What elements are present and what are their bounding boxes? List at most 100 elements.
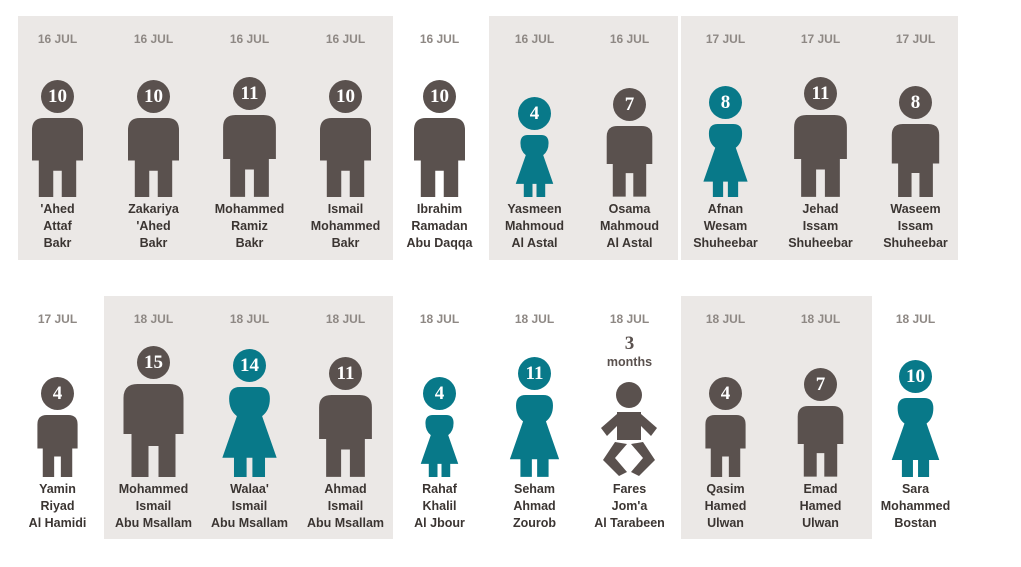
- age-badge: 4: [709, 376, 742, 410]
- name-line: Ahmad: [513, 499, 556, 513]
- name-line: Afnan: [707, 202, 744, 216]
- victim-name: Emad Hamed Ulwan: [773, 481, 868, 532]
- boy-figure-icon: [298, 117, 393, 202]
- date-label: 17 JUL: [800, 32, 841, 46]
- victim-card: 18 JUL 15 Mohammed Ismail Abu Msallam: [106, 302, 201, 542]
- name-line: Jom'a: [611, 499, 648, 513]
- name-line: Ulwan: [707, 516, 744, 530]
- victim-card: 16 JUL 4 Yasmeen Mahmoud Al Astal: [487, 22, 582, 262]
- name-line: Osama: [608, 202, 651, 216]
- victim-card: 17 JUL 8 Waseem Issam Shuheebar: [868, 22, 963, 262]
- name-line: Bakr: [235, 236, 264, 250]
- name-line: Ramiz: [231, 219, 268, 233]
- girl-figure-icon: [868, 397, 963, 482]
- date-label: 17 JUL: [37, 312, 78, 326]
- victim-card: 16 JUL 10 Zakariya 'Ahed Bakr: [106, 22, 201, 262]
- name-line: Abu Msallam: [306, 516, 385, 530]
- date-label: 18 JUL: [419, 312, 460, 326]
- name-line: Mohammed: [214, 202, 285, 216]
- victim-card: 18 JUL 11 Ahmad Ismail Abu Msallam: [298, 302, 393, 542]
- victim-name: Yamin Riyad Al Hamidi: [10, 481, 105, 532]
- date-label: 16 JUL: [325, 32, 366, 46]
- name-line: Mohammed: [118, 482, 189, 496]
- name-line: Yasmeen: [507, 202, 562, 216]
- date-label: 18 JUL: [133, 312, 174, 326]
- age-unit: months: [606, 355, 653, 369]
- name-line: Issam: [897, 219, 934, 233]
- victim-name: Qasim Hamed Ulwan: [678, 481, 773, 532]
- age-number: 3: [624, 333, 635, 354]
- victim-card: 18 JUL 10 Sara Mohammed Bostan: [868, 302, 963, 542]
- victim-card: 16 JUL 10 Ibrahim Ramadan Abu Daqqa: [392, 22, 487, 262]
- name-line: Fares: [612, 482, 647, 496]
- name-line: Hamed: [799, 499, 842, 513]
- name-line: Seham: [514, 482, 555, 496]
- name-line: Bakr: [331, 236, 360, 250]
- boy-figure-icon: [10, 117, 105, 202]
- name-line: 'Ahed: [136, 219, 171, 233]
- name-line: Bakr: [139, 236, 168, 250]
- age-badge: 11: [804, 77, 837, 111]
- victim-card: 17 JUL 4 Yamin Riyad Al Hamidi: [10, 302, 105, 542]
- name-line: Mohammed: [880, 499, 951, 513]
- name-line: Abu Msallam: [210, 516, 289, 530]
- date-label: 16 JUL: [419, 32, 460, 46]
- victim-name: Waseem Issam Shuheebar: [868, 201, 963, 252]
- victim-card: 16 JUL 10 'Ahed Attaf Bakr: [10, 22, 105, 262]
- date-label: 18 JUL: [229, 312, 270, 326]
- name-line: Waseem: [890, 202, 941, 216]
- date-label: 18 JUL: [325, 312, 366, 326]
- victim-card: 17 JUL 11 Jehad Issam Shuheebar: [773, 22, 868, 262]
- victim-card: 16 JUL 7 Osama Mahmoud Al Astal: [582, 22, 677, 262]
- name-line: Abu Msallam: [114, 516, 193, 530]
- boy-figure-icon: [392, 117, 487, 202]
- name-line: Khalil: [422, 499, 457, 513]
- name-line: Al Hamidi: [28, 516, 87, 530]
- victim-card: 17 JUL 8 Afnan Wesam Shuheebar: [678, 22, 773, 262]
- name-line: Ismail: [327, 499, 364, 513]
- age-badge: 8: [709, 85, 742, 119]
- name-line: Shuheebar: [693, 236, 758, 250]
- boy-figure-icon: [298, 395, 393, 482]
- victim-name: Yasmeen Mahmoud Al Astal: [487, 201, 582, 252]
- name-line: Zourob: [512, 516, 557, 530]
- age-badge: 7: [804, 368, 837, 402]
- name-line: Qasim: [706, 482, 745, 496]
- boy-figure-icon: [106, 384, 201, 482]
- age-badge: 11: [233, 77, 266, 111]
- age-badge: 10: [329, 79, 362, 113]
- victim-card: 16 JUL 11 Mohammed Ramiz Bakr: [202, 22, 297, 262]
- victim-name: 'Ahed Attaf Bakr: [10, 201, 105, 252]
- victim-name: Walaa' Ismail Abu Msallam: [202, 481, 297, 532]
- date-label: 16 JUL: [514, 32, 555, 46]
- age-badge: 10: [899, 359, 932, 393]
- date-label: 16 JUL: [229, 32, 270, 46]
- date-label: 18 JUL: [800, 312, 841, 326]
- age-badge: 4: [423, 376, 456, 410]
- age-badge: 4: [518, 96, 551, 130]
- victim-name: Ibrahim Ramadan Abu Daqqa: [392, 201, 487, 252]
- name-line: Shuheebar: [788, 236, 853, 250]
- name-line: Yamin: [39, 482, 76, 496]
- name-line: Abu Daqqa: [406, 236, 473, 250]
- age-label: 3 months: [582, 334, 677, 370]
- victim-name: Afnan Wesam Shuheebar: [678, 201, 773, 252]
- girl-figure-icon: [202, 386, 297, 482]
- name-line: 'Ahed: [40, 202, 75, 216]
- name-line: Issam: [802, 219, 839, 233]
- date-label: 18 JUL: [609, 312, 650, 326]
- girl-figure-icon: [487, 395, 582, 482]
- name-line: Ismail: [327, 202, 364, 216]
- name-line: Mohammed: [310, 219, 381, 233]
- name-line: Riyad: [40, 499, 75, 513]
- name-line: Bakr: [43, 236, 72, 250]
- date-label: 18 JUL: [895, 312, 936, 326]
- name-line: Ramadan: [411, 219, 468, 233]
- name-line: Sara: [901, 482, 930, 496]
- victim-name: Osama Mahmoud Al Astal: [582, 201, 677, 252]
- victim-card: 18 JUL 3 months Fares Jom'a Al Tarabeen: [582, 302, 677, 542]
- victim-card: 18 JUL 14 Walaa' Ismail Abu Msallam: [202, 302, 297, 542]
- name-line: Emad: [803, 482, 838, 496]
- age-badge: 10: [41, 79, 74, 113]
- name-line: Hamed: [704, 499, 747, 513]
